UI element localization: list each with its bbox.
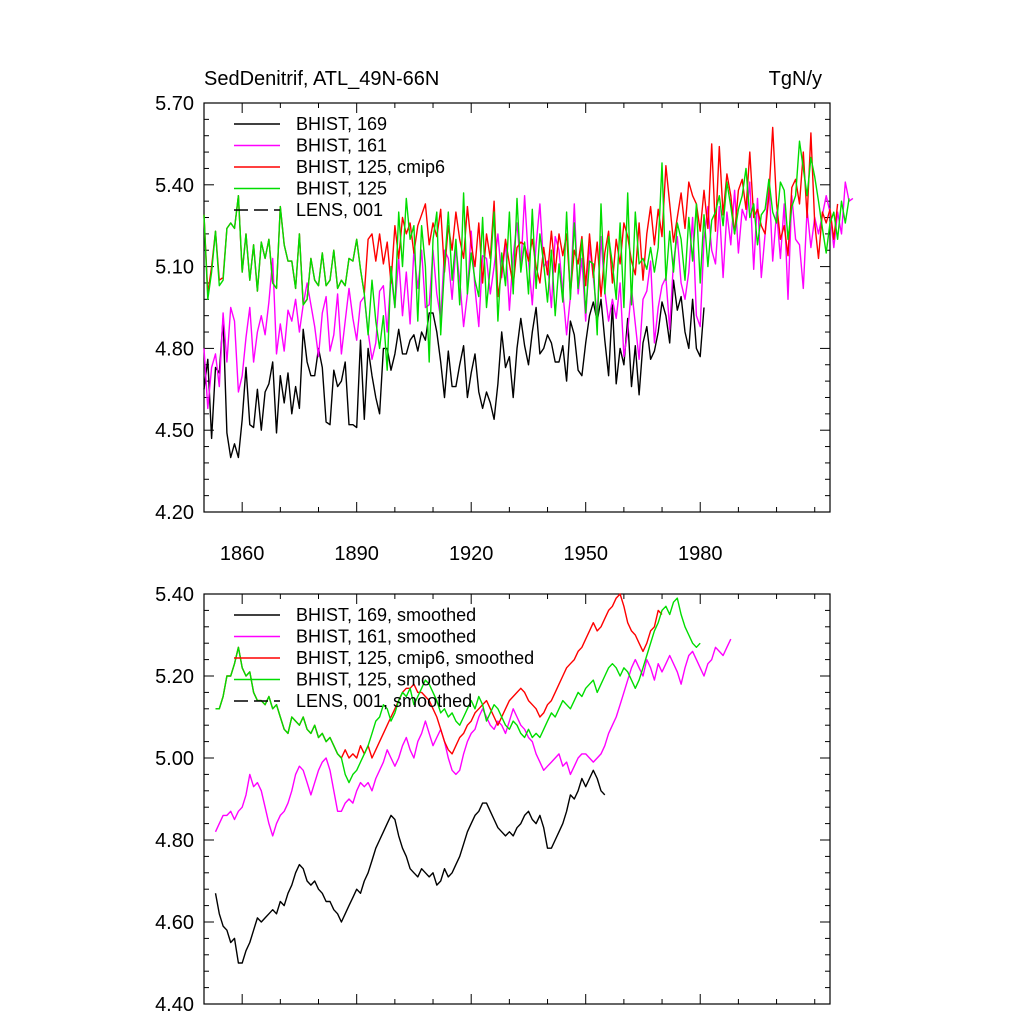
y-tick-label: 4.80: [155, 338, 194, 360]
x-tick-label: 1920: [449, 543, 494, 565]
y-tick-label: 5.20: [155, 666, 194, 688]
y-tick-label: 4.80: [155, 830, 194, 852]
legend-label: BHIST, 125, cmip6, smoothed: [296, 648, 534, 668]
legend-label: LENS, 001: [296, 200, 383, 220]
legend-label: BHIST, 161: [296, 136, 387, 156]
y-tick-label: 5.40: [155, 175, 194, 197]
series-line-4: [203, 140, 850, 371]
units-label: TgN/y: [769, 68, 822, 90]
legend-label: LENS, 001, smoothed: [296, 691, 472, 711]
panel-1-frame: [203, 102, 831, 513]
x-tick-label: 1860: [220, 543, 265, 565]
y-tick-label: 4.60: [155, 912, 194, 934]
y-tick-label: 4.20: [155, 502, 194, 524]
y-tick-label: 5.00: [155, 748, 194, 770]
y-tick-label: 4.40: [155, 994, 194, 1016]
series-line-4: [215, 597, 701, 784]
legend-label: BHIST, 169: [296, 114, 387, 134]
y-tick-label: 4.50: [155, 420, 194, 442]
legend-label: BHIST, 125, smoothed: [296, 670, 476, 690]
legend-label: BHIST, 161, smoothed: [296, 627, 476, 647]
legend-label: BHIST, 125, cmip6: [296, 157, 445, 177]
panel-2-frame: [203, 593, 831, 1005]
legend-label: BHIST, 125: [296, 179, 387, 199]
y-tick-label: 5.10: [155, 257, 194, 279]
x-tick-label: 1980: [678, 543, 723, 565]
series-line-2: [214, 638, 732, 837]
series-line-1: [203, 279, 705, 459]
legend-label: BHIST, 169, smoothed: [296, 605, 476, 625]
y-tick-label: 5.40: [155, 584, 194, 606]
series-line-1: [214, 769, 606, 964]
y-tick-label: 5.70: [155, 93, 194, 115]
x-tick-label: 1890: [334, 543, 379, 565]
chart-title: SedDenitrif, ATL_49N-66N: [204, 68, 439, 90]
x-tick-label: 1950: [563, 543, 608, 565]
